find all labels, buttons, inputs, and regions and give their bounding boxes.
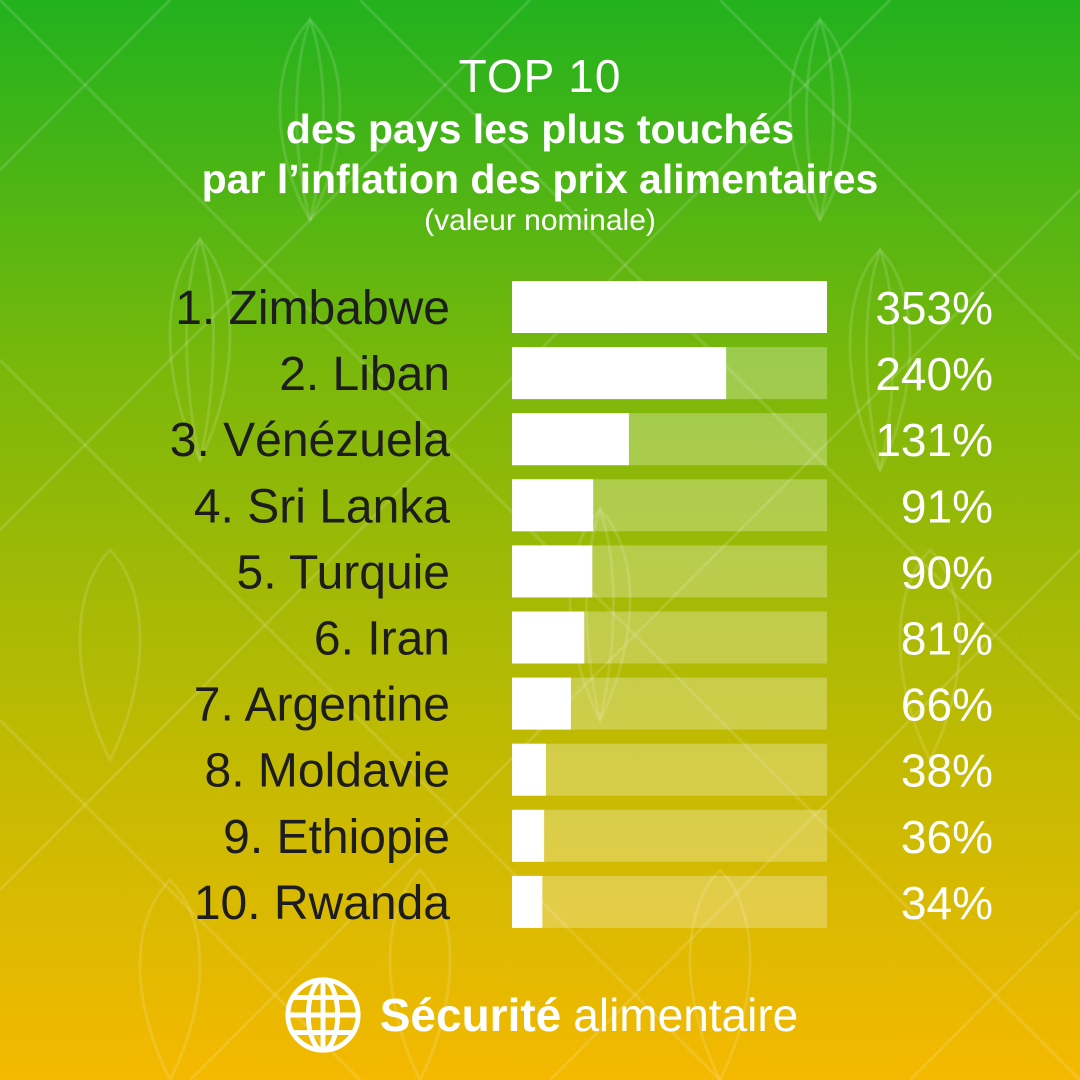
bar-track — [512, 743, 827, 796]
category-label: 4. Sri Lanka — [194, 480, 450, 533]
value-label: 353% — [875, 282, 993, 334]
category-label: 9. Ethiopie — [223, 811, 450, 864]
bar — [512, 677, 571, 730]
bar — [512, 875, 543, 928]
bar-track — [512, 875, 827, 928]
bar-track — [512, 809, 827, 862]
whisk-shape — [278, 15, 342, 224]
category-label: 5. Turquie — [237, 546, 450, 599]
category-label: 1. Zimbabwe — [175, 282, 450, 335]
value-label: 91% — [901, 480, 993, 532]
bar — [512, 413, 629, 466]
value-label: 36% — [901, 811, 993, 863]
title-line-1: TOP 10 — [458, 50, 622, 102]
brand-name-light: alimentaire — [573, 989, 799, 1041]
category-label: 8. Moldavie — [205, 745, 450, 798]
bar — [512, 545, 593, 598]
value-label: 34% — [901, 877, 993, 929]
footer-brand: Sécurité alimentaire — [0, 975, 1080, 1055]
bar — [512, 611, 585, 664]
bar — [512, 347, 727, 400]
value-label: 66% — [901, 679, 993, 731]
value-label: 81% — [901, 613, 993, 665]
title-line-4: (valeur nominale) — [424, 204, 656, 237]
bar — [512, 479, 594, 532]
category-label: 7. Argentine — [194, 679, 450, 732]
globe-icon — [285, 977, 361, 1053]
chart-title: TOP 10 des pays les plus touchés par l’i… — [0, 48, 1080, 238]
category-label: 10. Rwanda — [194, 877, 450, 930]
value-label: 240% — [875, 348, 993, 400]
title-line-3: par l’inflation des prix alimentaires — [201, 156, 879, 202]
value-label: 38% — [901, 745, 993, 797]
category-label: 6. Iran — [314, 613, 450, 666]
category-label: 2. Liban — [279, 348, 450, 401]
bar — [512, 743, 546, 796]
bar — [512, 809, 545, 862]
bar — [512, 281, 827, 333]
value-label: 131% — [875, 414, 993, 466]
category-label: 3. Vénézuela — [170, 414, 451, 467]
value-label: 90% — [901, 546, 993, 598]
title-line-2: des pays les plus touchés — [285, 106, 795, 152]
brand-name-bold: Sécurité — [379, 989, 562, 1041]
